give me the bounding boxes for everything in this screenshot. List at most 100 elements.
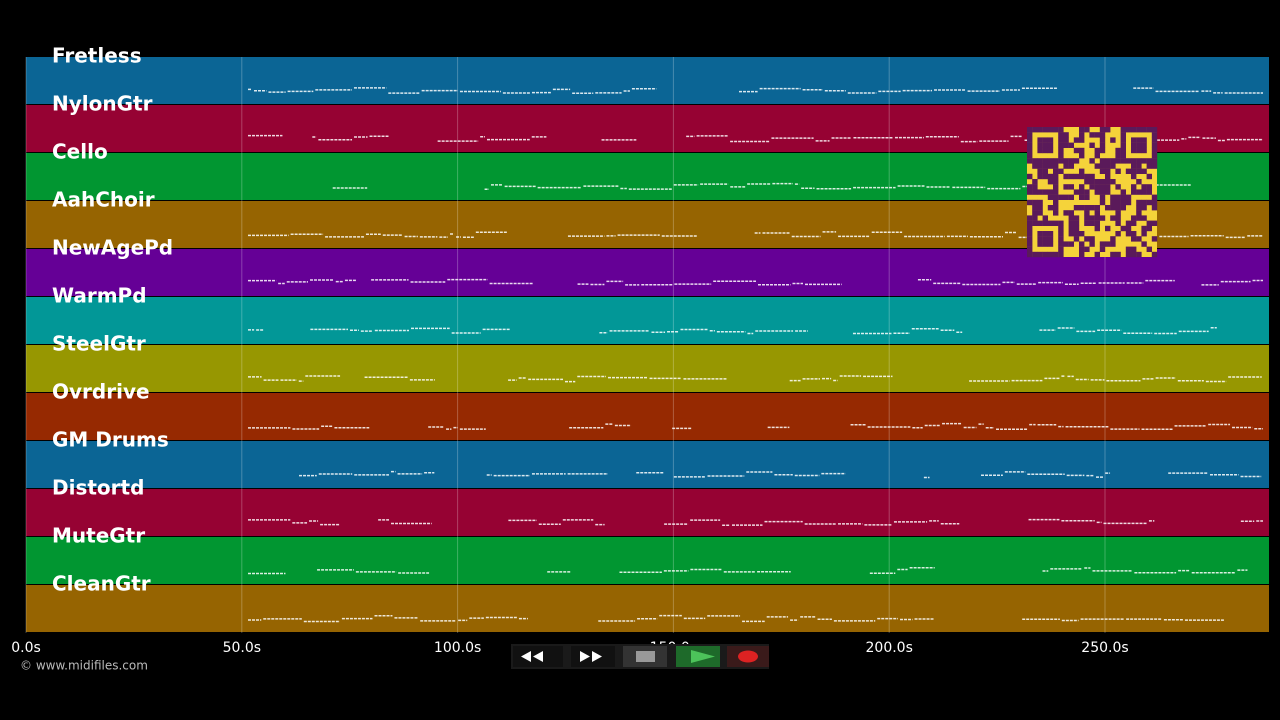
qr-cell <box>1047 137 1054 143</box>
qr-cell <box>1099 137 1106 143</box>
qr-cell <box>1079 205 1085 211</box>
qr-cell <box>1151 158 1158 164</box>
qr-cell <box>1146 184 1152 190</box>
qr-cell <box>1115 147 1121 154</box>
play-button[interactable] <box>676 646 720 667</box>
qr-cell <box>1037 158 1043 164</box>
qr-cell <box>1068 142 1074 148</box>
qr-cell <box>1042 236 1048 242</box>
qr-cell <box>1053 179 1059 185</box>
qr-cell <box>1105 127 1111 133</box>
qr-cell <box>1058 251 1064 258</box>
track-lane <box>26 585 1269 632</box>
qr-cell <box>1068 220 1074 226</box>
qr-cell <box>1120 225 1126 232</box>
qr-cell <box>1073 231 1080 237</box>
track-lane <box>26 537 1269 584</box>
qr-cell <box>1027 220 1033 226</box>
record-button[interactable] <box>727 646 769 667</box>
qr-cell <box>1146 173 1152 180</box>
forward-button[interactable] <box>571 646 615 667</box>
qr-cell <box>1125 246 1132 252</box>
qr-cell <box>1146 158 1152 164</box>
qr-cell <box>1058 246 1064 252</box>
qr-cell <box>1079 147 1085 154</box>
qr-cell <box>1141 225 1147 232</box>
qr-cell <box>1125 199 1132 206</box>
qr-cell <box>1084 220 1090 226</box>
qr-cell <box>1037 189 1043 195</box>
rewind-button[interactable] <box>513 646 563 667</box>
qr-cell <box>1115 199 1121 206</box>
qr-cell <box>1073 205 1080 211</box>
qr-cell <box>1105 241 1111 247</box>
qr-cell <box>1089 236 1095 242</box>
qr-cell <box>1094 251 1100 258</box>
qr-cell <box>1027 241 1033 247</box>
qr-cell <box>1131 236 1137 242</box>
qr-cell <box>1042 168 1048 174</box>
qr-cell <box>1131 215 1137 221</box>
qr-cell <box>1110 194 1116 200</box>
qr-cell <box>1151 236 1158 242</box>
qr-cell <box>1089 142 1095 148</box>
qr-cell <box>1042 251 1048 258</box>
qr-cell <box>1094 132 1100 138</box>
qr-cell <box>1047 236 1054 242</box>
qr-cell <box>1079 168 1085 174</box>
qr-cell <box>1141 184 1147 190</box>
qr-cell <box>1027 246 1033 252</box>
qr-cell <box>1079 251 1085 258</box>
tick-label: 250.0s <box>1081 640 1128 656</box>
qr-cell <box>1042 215 1048 221</box>
qr-cell <box>1125 127 1132 133</box>
qr-cell <box>1131 158 1137 164</box>
qr-cell <box>1120 142 1126 148</box>
track-name: NewAgePd <box>52 236 173 260</box>
qr-cell <box>1042 241 1048 247</box>
qr-cell <box>1141 205 1147 211</box>
qr-cell <box>1110 179 1116 185</box>
qr-cell <box>1131 184 1137 190</box>
qr-cell <box>1120 137 1126 143</box>
qr-cell <box>1027 215 1033 221</box>
qr-cell <box>1089 241 1095 247</box>
qr-cell <box>1079 189 1085 195</box>
qr-cell <box>1136 205 1142 211</box>
qr-cell <box>1136 142 1142 148</box>
qr-cell <box>1141 215 1147 221</box>
qr-cell <box>1058 220 1064 226</box>
qr-cell <box>1136 127 1142 133</box>
qr-cell <box>1099 246 1106 252</box>
qr-cell <box>1027 225 1033 232</box>
qr-cell <box>1105 163 1111 169</box>
qr-cell <box>1115 210 1121 216</box>
notes <box>248 87 1263 623</box>
qr-cell <box>1068 231 1074 237</box>
qr-cell <box>1110 205 1116 211</box>
qr-cell <box>1094 147 1100 154</box>
qr-cell <box>1125 225 1132 232</box>
qr-cell <box>1120 147 1126 154</box>
qr-cell <box>1131 231 1137 237</box>
qr-cell <box>1073 225 1080 232</box>
qr-cell <box>1110 163 1116 169</box>
qr-cell <box>1094 153 1100 159</box>
stop-button[interactable] <box>623 646 667 667</box>
qr-cell <box>1047 205 1054 211</box>
qr-cell <box>1084 194 1090 200</box>
qr-cell <box>1068 173 1074 180</box>
qr-cell <box>1053 220 1059 226</box>
qr-cell <box>1115 158 1121 164</box>
qr-cell <box>1063 194 1069 200</box>
qr-cell <box>1068 194 1074 200</box>
qr-cell <box>1037 205 1043 211</box>
qr-cell <box>1063 163 1069 169</box>
qr-cell <box>1131 127 1137 133</box>
qr-cell <box>1141 147 1147 154</box>
qr-cell <box>1079 127 1085 133</box>
qr-cell <box>1032 220 1038 226</box>
qr-cell <box>1084 236 1090 242</box>
qr-cell <box>1037 236 1043 242</box>
qr-cell <box>1073 147 1080 154</box>
